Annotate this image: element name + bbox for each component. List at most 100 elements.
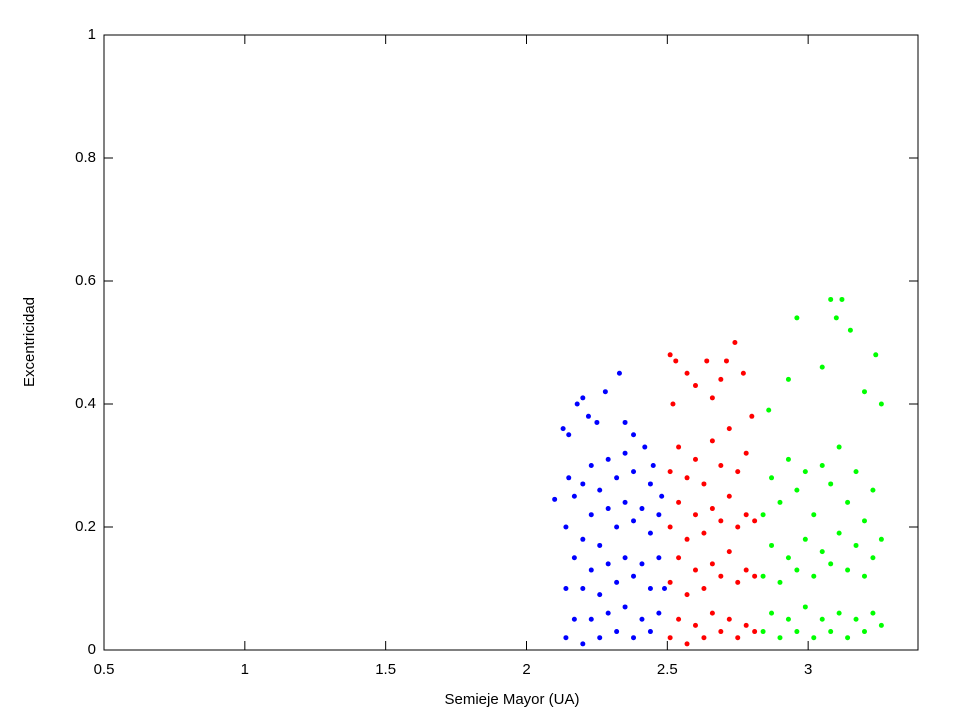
y-tick-label: 1 — [88, 26, 96, 43]
point — [743, 622, 749, 628]
point — [631, 469, 637, 475]
point — [597, 542, 603, 548]
point — [718, 518, 724, 524]
point — [726, 493, 732, 499]
point — [769, 475, 775, 481]
point — [828, 296, 834, 302]
point — [639, 561, 645, 567]
point — [639, 506, 645, 512]
point — [622, 499, 628, 505]
point — [726, 616, 732, 622]
point — [709, 561, 715, 567]
point — [718, 629, 724, 635]
point — [732, 340, 738, 345]
point — [622, 555, 628, 561]
y-tick-label: 0 — [88, 641, 96, 658]
point — [845, 635, 851, 641]
point — [656, 610, 662, 616]
point — [605, 456, 611, 462]
point — [571, 555, 577, 561]
point — [676, 555, 682, 561]
point — [614, 579, 620, 585]
point — [735, 524, 741, 530]
point — [811, 635, 817, 641]
point — [802, 536, 808, 542]
point — [828, 481, 834, 487]
point — [597, 592, 603, 598]
point — [552, 496, 558, 502]
point — [585, 413, 591, 419]
point — [662, 586, 668, 591]
point — [642, 444, 648, 450]
point — [701, 530, 707, 536]
point — [735, 579, 741, 585]
point — [785, 616, 791, 622]
point — [743, 567, 749, 573]
point — [718, 573, 724, 579]
point — [580, 481, 586, 487]
point — [667, 352, 673, 358]
point — [760, 512, 766, 518]
point — [794, 567, 800, 573]
point — [845, 567, 851, 573]
point — [614, 629, 620, 635]
point — [861, 389, 867, 395]
point — [836, 530, 842, 536]
point — [718, 463, 724, 468]
point — [743, 450, 749, 456]
y-tick-label: 0.2 — [75, 518, 96, 535]
point — [594, 419, 600, 425]
point — [673, 358, 679, 364]
x-tick-label: 2 — [522, 661, 530, 678]
point — [616, 370, 622, 376]
point — [766, 407, 772, 413]
point — [605, 561, 611, 567]
point — [588, 512, 594, 518]
point — [670, 401, 676, 407]
point — [811, 573, 817, 579]
point — [802, 469, 808, 475]
x-axis-label: Semieje Mayor (UA) — [444, 691, 579, 708]
point — [667, 469, 673, 475]
point — [597, 635, 603, 641]
point — [684, 592, 690, 598]
x-tick-label: 0.5 — [94, 661, 115, 678]
point — [777, 579, 783, 585]
point — [878, 401, 884, 407]
point — [631, 635, 637, 641]
point — [563, 635, 569, 641]
point — [878, 622, 884, 628]
point — [709, 506, 715, 512]
point — [701, 586, 707, 591]
point — [566, 475, 572, 481]
point — [777, 499, 783, 505]
point — [647, 586, 653, 591]
point — [833, 315, 839, 321]
point — [819, 463, 825, 468]
point — [667, 635, 673, 641]
point — [622, 419, 628, 425]
point — [631, 518, 637, 524]
point — [563, 586, 569, 591]
point — [709, 438, 715, 444]
point — [684, 475, 690, 481]
point — [752, 573, 758, 579]
point — [692, 383, 698, 389]
y-axis-label: Excentricidad — [21, 297, 38, 387]
point — [861, 629, 867, 635]
point — [701, 481, 707, 487]
x-tick-label: 3 — [804, 661, 812, 678]
point — [602, 389, 608, 395]
point — [740, 370, 746, 376]
point — [819, 616, 825, 622]
point — [597, 487, 603, 493]
point — [704, 358, 710, 364]
point — [614, 524, 620, 530]
point — [861, 573, 867, 579]
point — [760, 629, 766, 635]
point — [819, 549, 825, 555]
point — [873, 352, 879, 358]
point — [749, 413, 755, 419]
point — [723, 358, 729, 364]
